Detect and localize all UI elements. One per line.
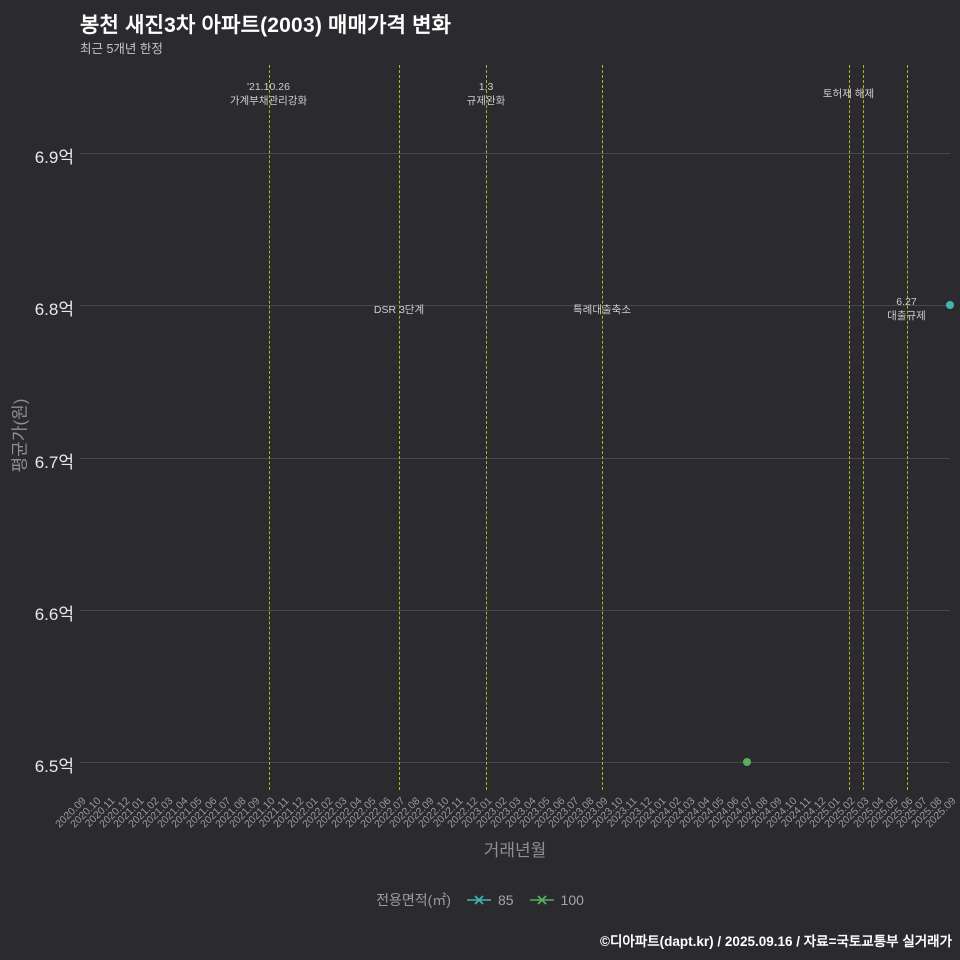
legend-item-label: 100 <box>560 892 584 908</box>
event-line <box>602 65 603 790</box>
series-85-marker-icon <box>466 895 491 905</box>
legend-item-label: 85 <box>497 892 514 908</box>
data-point-100[interactable] <box>743 758 751 766</box>
y-tick-label: 6.5억 <box>34 757 74 776</box>
data-point-85[interactable] <box>946 301 954 310</box>
chart-legend: 전용면적(㎡) 85 100 <box>0 890 960 910</box>
y-tick-label: 6.8억 <box>34 300 74 320</box>
event-label: 토허제 해제 <box>822 88 875 100</box>
event-line <box>906 65 908 790</box>
event-label: 대출규제 <box>887 310 926 322</box>
x-axis-label: 거래년월 <box>483 841 547 860</box>
y-tick-label: 6.9억 <box>34 148 74 167</box>
gridline <box>80 305 950 307</box>
y-tick-label: 6.7억 <box>34 452 74 472</box>
source-credit: ©디아파트(dapt.kr) / 2025.09.16 / 자료=국토교통부 실… <box>600 934 952 949</box>
gridline <box>80 609 950 611</box>
event-label: '21.10.26 <box>247 81 290 93</box>
event-label: DSR 3단계 <box>373 303 425 316</box>
legend-item-100[interactable]: 100 <box>529 892 584 908</box>
chart-title: 봉천 새진3차 아파트(2003) 매매가격 변화 <box>80 14 452 37</box>
legend-item-85[interactable]: 85 <box>466 892 514 908</box>
chart-subtitle: 최근 5개년 한정 <box>80 42 163 56</box>
y-tick-label: 6.6억 <box>34 604 74 624</box>
gridline <box>80 153 950 154</box>
event-label: 가계부채관리강화 <box>229 95 308 107</box>
event-label: 6.27 <box>896 296 917 308</box>
series-100-marker-icon <box>529 895 554 905</box>
event-label: 규제완화 <box>466 95 506 107</box>
gridline <box>80 457 950 459</box>
event-line <box>848 65 850 790</box>
event-line <box>399 65 400 790</box>
gridline <box>80 762 950 763</box>
event-label: 특례대출축소 <box>573 303 631 316</box>
legend-title: 전용면적(㎡) <box>376 892 451 908</box>
event-line <box>268 65 270 790</box>
event-line <box>863 65 864 790</box>
event-line <box>486 65 487 790</box>
event-label: 1.3 <box>478 81 494 93</box>
